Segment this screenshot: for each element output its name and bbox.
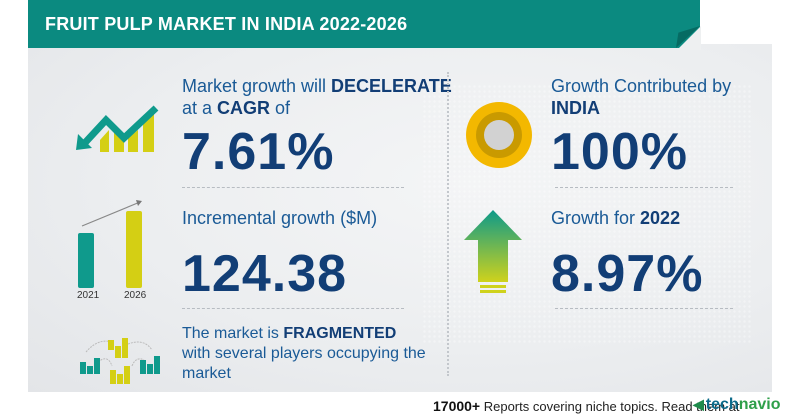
technavio-mark-icon: ◀	[693, 396, 704, 412]
cagr-label: Market growth will DECELERATE at a CAGR …	[182, 76, 452, 118]
column-divider	[447, 72, 449, 376]
bar-growth-icon	[74, 196, 154, 288]
divider	[555, 308, 733, 309]
yoy-value: 8.97%	[551, 245, 704, 303]
contribution-label: Growth Contributed by INDIA	[551, 76, 732, 118]
divider	[182, 308, 404, 309]
fragmented-label: The market is FRAGMENTED with several pl…	[182, 325, 426, 382]
footer-text: 17000+ Reports covering niche topics. Re…	[433, 398, 740, 414]
up-arrow-icon	[464, 210, 522, 294]
content-panel	[28, 44, 772, 392]
cagr-value: 7.61%	[182, 123, 335, 181]
footer-strip	[380, 392, 800, 419]
buildings-network-icon	[78, 336, 162, 386]
technavio-logo[interactable]: ◀ technavio	[693, 396, 781, 413]
bar-label-2021: 2021	[77, 290, 100, 301]
yoy-label: Growth for 2022	[551, 208, 681, 228]
divider	[182, 187, 404, 188]
contribution-value: 100%	[551, 123, 688, 181]
page-title: FRUIT PULP MARKET IN INDIA 2022-2026	[45, 14, 408, 34]
bar-label-2026: 2026	[124, 290, 147, 301]
divider	[555, 187, 733, 188]
incremental-label: Incremental growth ($M)	[182, 208, 378, 228]
donut-icon	[466, 102, 532, 168]
incremental-value: 124.38	[182, 245, 348, 303]
declining-trend-arrow-icon	[76, 104, 162, 152]
title-banner	[28, 0, 700, 48]
